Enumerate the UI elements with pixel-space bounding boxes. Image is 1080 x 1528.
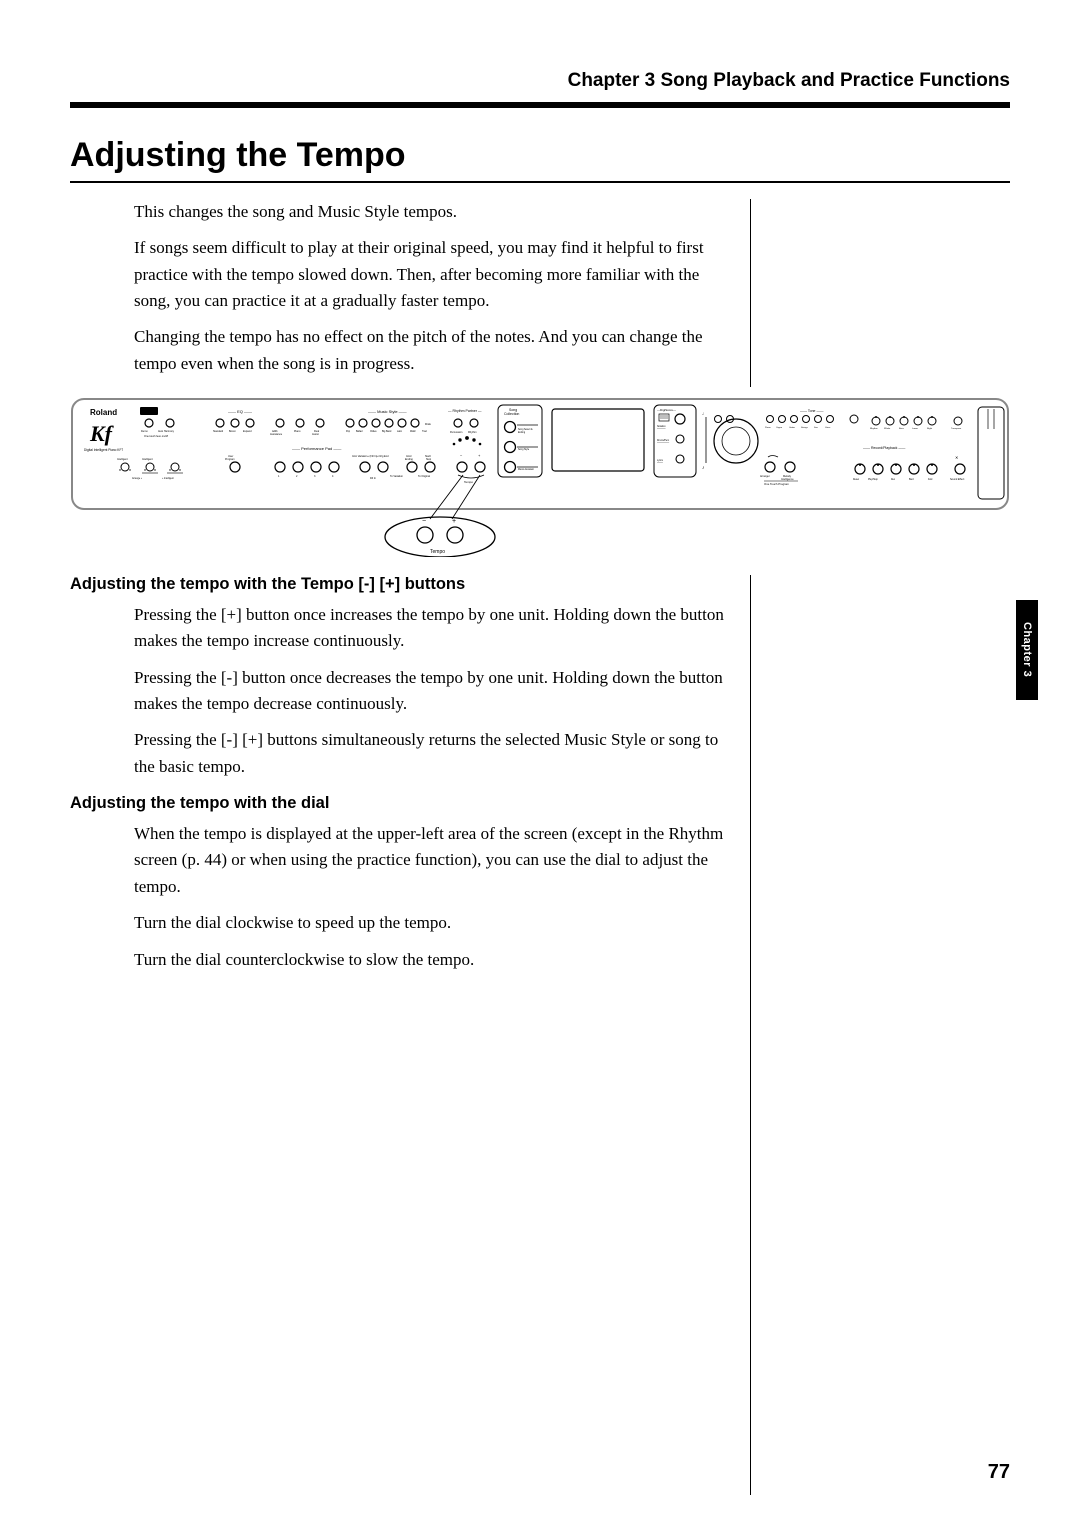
- svg-text:Roland: Roland: [90, 408, 117, 417]
- svg-text:—— Tone ——: —— Tone ——: [800, 409, 824, 413]
- svg-text:Latin: Latin: [397, 430, 403, 433]
- svg-text:Strings: Strings: [801, 426, 809, 429]
- svg-text:Notation: Notation: [657, 425, 666, 428]
- page-number: 77: [988, 1461, 1010, 1484]
- svg-text:Waltz: Waltz: [410, 430, 417, 433]
- svg-text:Right: Right: [927, 427, 932, 430]
- svg-text:Music Assistant: Music Assistant: [518, 468, 534, 471]
- svg-text:Tempo: Tempo: [430, 549, 445, 555]
- intro-p3: Changing the tempo has no effect on the …: [134, 324, 730, 377]
- svg-text:Standard: Standard: [213, 430, 224, 433]
- svg-text:Piano: Piano: [765, 427, 771, 429]
- svg-text:Fwd: Fwd: [928, 479, 933, 481]
- control-panel-diagram: Roland Kf Digital Intelligent Piano KF7 …: [70, 397, 1010, 557]
- svg-text:+ Intelligent: + Intelligent: [162, 477, 174, 480]
- svg-text:Organ: Organ: [776, 426, 783, 429]
- svg-text:Rhythm: Rhythm: [870, 427, 878, 430]
- svg-text:Lyrics: Lyrics: [657, 459, 664, 462]
- svg-text:Arrange +: Arrange +: [132, 477, 143, 480]
- svg-text:Digital Intelligent Piano KF7: Digital Intelligent Piano KF7: [84, 448, 123, 452]
- svg-text:Reset: Reset: [853, 478, 859, 481]
- svg-text:Transpose: Transpose: [951, 427, 962, 430]
- svg-text:Auto Harmony: Auto Harmony: [158, 430, 175, 433]
- svg-text:—— Performance Pad ——: —— Performance Pad ——: [292, 446, 341, 451]
- svg-text:Trad: Trad: [422, 430, 427, 433]
- svg-text:Assistance: Assistance: [270, 433, 283, 436]
- svg-text:Intelligent: Intelligent: [117, 458, 128, 461]
- svg-text:—— Music Style ——: —— Music Style ——: [368, 409, 407, 414]
- svg-text:To Original: To Original: [418, 475, 430, 478]
- svg-text:To Variation: To Variation: [390, 475, 404, 478]
- svg-text:Song Style: Song Style: [518, 448, 530, 451]
- section2-p2: Turn the dial clockwise to speed up the …: [134, 910, 730, 936]
- svg-text:Percussion: Percussion: [450, 431, 463, 434]
- svg-text:Stop: Stop: [426, 458, 432, 461]
- svg-text:Fill In: Fill In: [370, 477, 377, 480]
- svg-text:Lower: Lower: [912, 427, 918, 430]
- svg-text:—— Record/Playback ——: —— Record/Playback ——: [863, 446, 906, 450]
- svg-text:Assist: Assist: [312, 433, 319, 436]
- svg-text:Intelligent: Intelligent: [142, 458, 153, 461]
- page-title: Adjusting the Tempo: [70, 136, 1010, 175]
- svg-text:Play/Stop: Play/Stop: [868, 478, 879, 481]
- svg-text:Pop: Pop: [346, 431, 351, 433]
- svg-text:Boost: Boost: [229, 430, 236, 433]
- title-rule: [70, 181, 1010, 183]
- svg-text:Collection: Collection: [504, 412, 519, 416]
- section1-p1: Pressing the [+] button once increases t…: [134, 602, 730, 655]
- header-rule: [70, 102, 1010, 108]
- svg-text:Tempo: Tempo: [464, 480, 473, 484]
- chapter-tab: Chapter 3: [1016, 600, 1038, 700]
- svg-text:—— EQ ——: —— EQ ——: [228, 409, 252, 414]
- svg-text:Drums/Perc: Drums/Perc: [657, 439, 670, 442]
- svg-text:Big Band: Big Band: [382, 431, 392, 433]
- svg-text:Ending: Ending: [518, 432, 526, 434]
- chapter-header: Chapter 3 Song Playback and Practice Fun…: [70, 70, 1010, 92]
- svg-text:+: +: [452, 518, 456, 525]
- svg-text:Guitar: Guitar: [789, 426, 795, 429]
- svg-text:♩: ♩: [702, 411, 707, 417]
- svg-text:Voice: Voice: [825, 427, 831, 429]
- svg-text:Disk: Disk: [425, 422, 431, 426]
- vertical-separator: [750, 575, 751, 1495]
- svg-text:Arranger: Arranger: [760, 475, 770, 478]
- svg-text:Intro Variation+ (Fill In): Intro Variation+ (Fill In)+Orig End: [352, 455, 389, 458]
- svg-text:—DigiScore—: —DigiScore—: [657, 408, 676, 412]
- section2-p1: When the tempo is displayed at the upper…: [134, 821, 730, 900]
- svg-text:One Touch Program: One Touch Program: [764, 482, 790, 486]
- svg-text:Song Select &: Song Select &: [518, 428, 533, 431]
- svg-text:Expand: Expand: [243, 430, 252, 433]
- svg-text:Whole: Whole: [884, 428, 891, 430]
- intro-p1: This changes the song and Music Style te…: [134, 199, 730, 225]
- margin-column-top: [750, 199, 970, 387]
- svg-text:Ballad: Ballad: [356, 431, 363, 433]
- svg-text:Oldies: Oldies: [370, 431, 377, 433]
- svg-text:✕: ✕: [955, 455, 958, 460]
- sub-heading-tempo-dial: Adjusting the tempo with the dial: [70, 794, 730, 813]
- svg-text:Intelligence: Intelligence: [781, 478, 794, 481]
- sub-heading-tempo-buttons: Adjusting the tempo with the Tempo [-] […: [70, 575, 730, 594]
- svg-text:−: −: [422, 518, 426, 525]
- svg-text:One touch feat. on/off: One touch feat. on/off: [144, 435, 168, 438]
- svg-text:Sound Effect: Sound Effect: [950, 478, 965, 481]
- section1-p3: Pressing the [-] [+] buttons simultaneou…: [134, 727, 730, 780]
- svg-text:Kf: Kf: [89, 421, 115, 446]
- section2-p3: Turn the dial counterclockwise to slow t…: [134, 947, 730, 973]
- svg-text:Bwd: Bwd: [909, 479, 914, 481]
- svg-text:Rhythm: Rhythm: [468, 431, 477, 434]
- svg-text:Piano: Piano: [294, 430, 301, 433]
- svg-text:Demo: Demo: [141, 430, 148, 433]
- svg-text:— Rhythm Partner —: — Rhythm Partner —: [448, 409, 482, 413]
- section1-p2: Pressing the [-] button once decreases t…: [134, 665, 730, 718]
- svg-text:Ending: Ending: [405, 458, 413, 461]
- svg-text:Program: Program: [225, 458, 235, 461]
- intro-p2: If songs seem difficult to play at their…: [134, 235, 730, 314]
